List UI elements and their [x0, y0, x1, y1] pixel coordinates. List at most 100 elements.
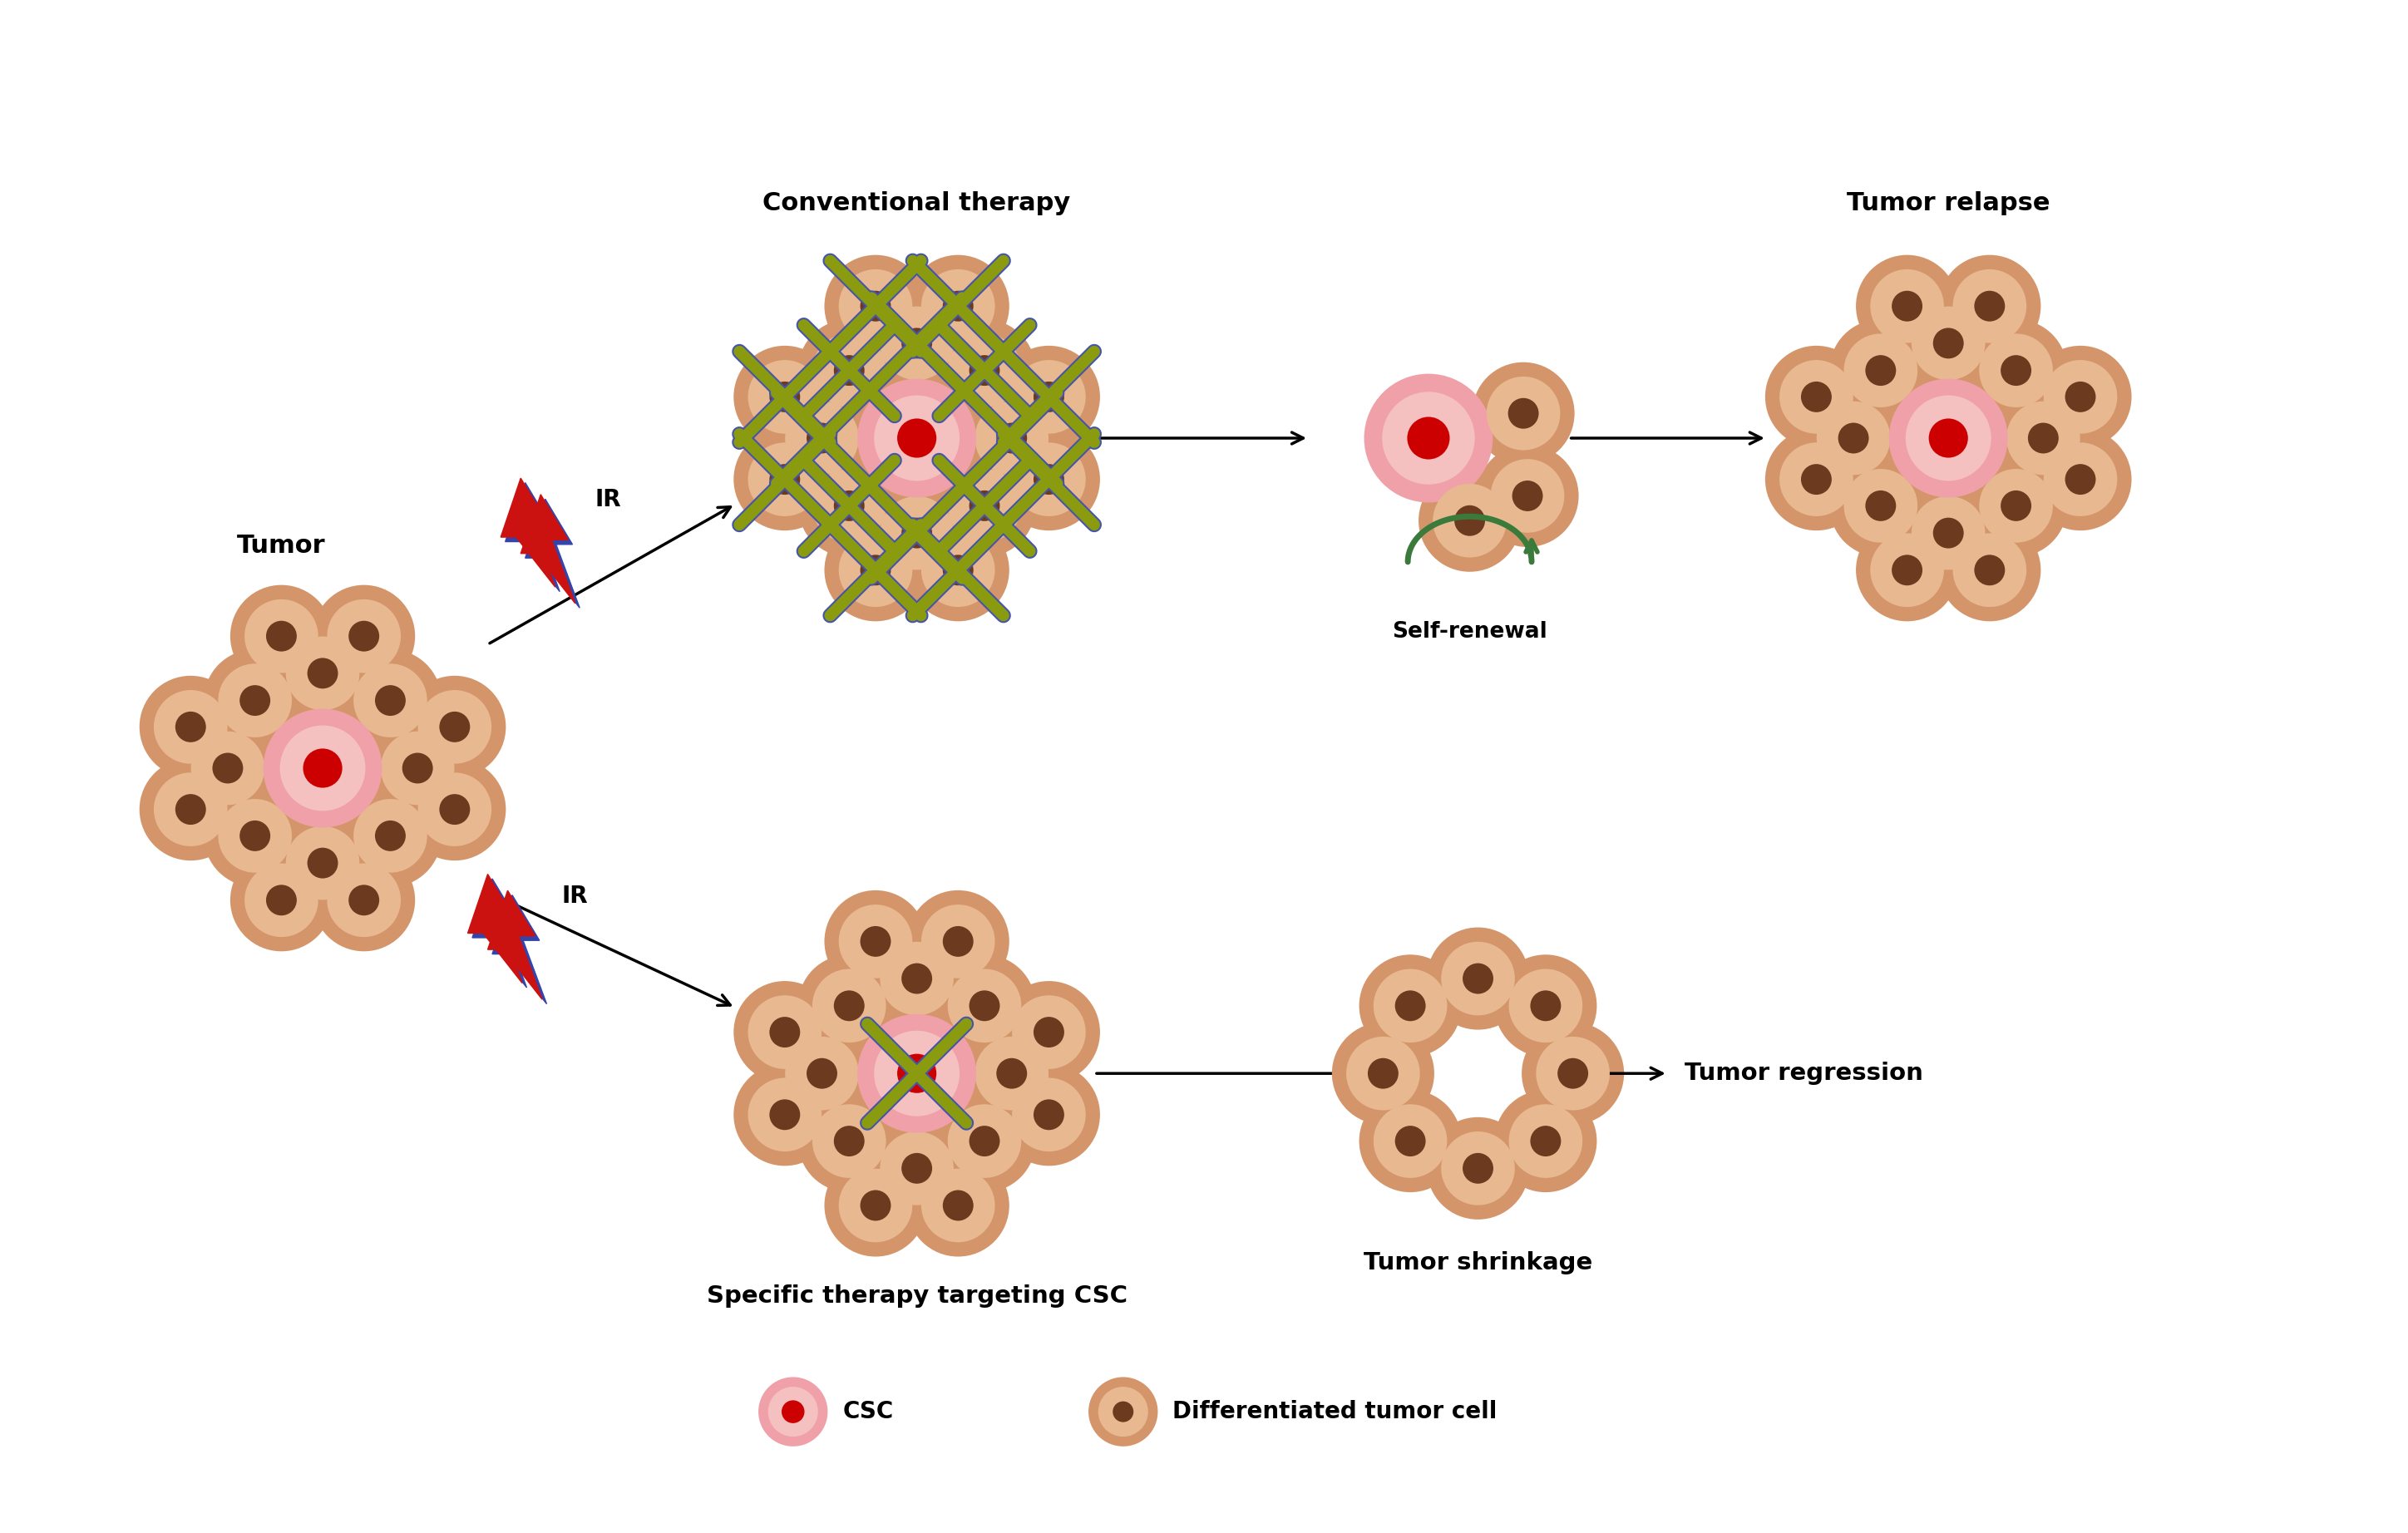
Circle shape	[860, 291, 891, 322]
Circle shape	[1011, 443, 1086, 517]
Polygon shape	[506, 483, 559, 592]
Circle shape	[838, 533, 913, 607]
Circle shape	[824, 891, 927, 992]
Circle shape	[2030, 428, 2131, 530]
Circle shape	[922, 533, 995, 607]
Circle shape	[734, 981, 836, 1084]
Circle shape	[944, 926, 973, 957]
Polygon shape	[472, 878, 527, 987]
Circle shape	[1871, 533, 1943, 607]
Circle shape	[1979, 469, 2054, 543]
Circle shape	[308, 848, 337, 878]
Circle shape	[140, 676, 241, 779]
Circle shape	[1866, 491, 1895, 521]
Circle shape	[1098, 1387, 1149, 1436]
Circle shape	[949, 1104, 1021, 1177]
Text: CSC: CSC	[843, 1400, 893, 1423]
Circle shape	[154, 690, 226, 763]
Circle shape	[771, 1023, 874, 1125]
Circle shape	[934, 455, 1035, 556]
Circle shape	[824, 254, 927, 357]
Circle shape	[1358, 955, 1462, 1056]
Circle shape	[405, 676, 506, 779]
Circle shape	[1462, 1153, 1493, 1183]
Text: IR: IR	[595, 489, 621, 512]
Circle shape	[154, 773, 226, 846]
Circle shape	[1905, 396, 1991, 481]
Circle shape	[1965, 319, 2066, 422]
Circle shape	[1975, 291, 2006, 322]
Circle shape	[1332, 1023, 1435, 1125]
Circle shape	[944, 291, 973, 322]
Circle shape	[354, 664, 426, 737]
Circle shape	[1912, 497, 1984, 570]
Circle shape	[313, 586, 414, 687]
Circle shape	[901, 1153, 932, 1183]
Circle shape	[749, 443, 821, 517]
Circle shape	[734, 1064, 836, 1165]
Circle shape	[838, 904, 913, 978]
Circle shape	[949, 334, 1021, 408]
Circle shape	[968, 356, 999, 386]
Circle shape	[864, 927, 968, 1030]
Circle shape	[1394, 1125, 1426, 1156]
Circle shape	[797, 455, 901, 556]
Circle shape	[934, 1090, 1035, 1193]
Circle shape	[1476, 445, 1580, 547]
Circle shape	[327, 863, 400, 937]
Circle shape	[176, 794, 207, 825]
Circle shape	[879, 307, 954, 380]
Circle shape	[1510, 969, 1582, 1042]
Circle shape	[949, 469, 1021, 543]
Polygon shape	[491, 895, 547, 1004]
Circle shape	[287, 636, 359, 710]
Circle shape	[944, 1190, 973, 1220]
Circle shape	[908, 1154, 1009, 1257]
Circle shape	[1938, 520, 2042, 621]
Circle shape	[1011, 995, 1086, 1069]
Circle shape	[212, 753, 243, 783]
Circle shape	[857, 379, 975, 498]
Circle shape	[1765, 428, 1869, 530]
Circle shape	[1011, 360, 1086, 434]
Circle shape	[1888, 379, 2008, 498]
Circle shape	[997, 1058, 1028, 1088]
Circle shape	[1428, 927, 1529, 1030]
Circle shape	[327, 599, 400, 673]
Circle shape	[734, 428, 836, 530]
Circle shape	[1418, 469, 1522, 572]
Circle shape	[811, 334, 886, 408]
Text: Specific therapy targeting CSC: Specific therapy targeting CSC	[706, 1285, 1127, 1308]
Circle shape	[975, 402, 1047, 475]
Circle shape	[366, 717, 470, 819]
Circle shape	[176, 711, 207, 742]
Circle shape	[1373, 1104, 1447, 1177]
Circle shape	[824, 520, 927, 621]
Circle shape	[272, 622, 373, 725]
Circle shape	[1495, 1090, 1597, 1193]
Polygon shape	[501, 478, 556, 587]
Circle shape	[354, 799, 426, 872]
Text: IR: IR	[561, 885, 588, 908]
Circle shape	[934, 319, 1035, 422]
Circle shape	[783, 1400, 804, 1423]
Circle shape	[879, 1131, 954, 1205]
Circle shape	[1033, 464, 1064, 495]
Circle shape	[1934, 328, 1963, 359]
Circle shape	[1830, 319, 1931, 422]
Circle shape	[908, 891, 1009, 992]
Circle shape	[961, 1023, 1062, 1125]
Circle shape	[785, 402, 860, 475]
Circle shape	[1033, 1099, 1064, 1130]
Text: Differentiated tumor cell: Differentiated tumor cell	[1173, 1400, 1498, 1423]
Circle shape	[771, 464, 799, 495]
Circle shape	[908, 520, 1009, 621]
Circle shape	[262, 708, 383, 828]
Circle shape	[1558, 1058, 1589, 1088]
Circle shape	[833, 990, 864, 1021]
Circle shape	[1765, 346, 1869, 448]
Circle shape	[934, 955, 1035, 1056]
Circle shape	[811, 1104, 886, 1177]
Circle shape	[1929, 419, 1967, 458]
Circle shape	[140, 759, 241, 860]
